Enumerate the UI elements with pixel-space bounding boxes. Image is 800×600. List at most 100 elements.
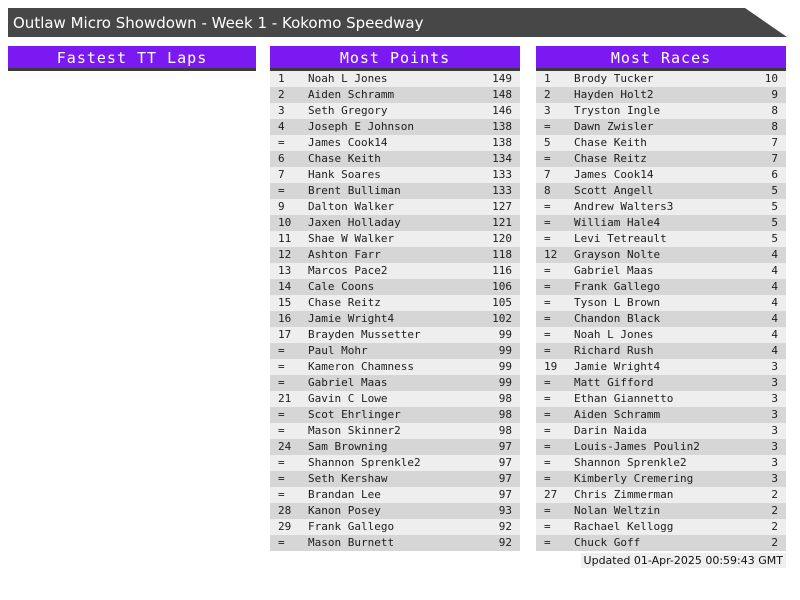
leaderboard-row: = James Cook14 138 <box>270 135 520 151</box>
leaderboard-row: = Andrew Walters3 5 <box>536 199 786 215</box>
driver-name-cell: Richard Rush <box>574 344 654 357</box>
value-cell: 2 <box>771 504 778 517</box>
driver-name-cell: Mason Skinner2 <box>308 424 401 437</box>
value-cell: 134 <box>492 152 512 165</box>
value-cell: 138 <box>492 136 512 149</box>
value-cell: 98 <box>498 408 512 421</box>
driver-name-cell: Scott Angell <box>574 184 654 197</box>
value-cell: 97 <box>498 472 512 485</box>
rank-cell: = <box>544 504 551 517</box>
leaderboard-row: 15 Chase Reitz 105 <box>270 295 520 311</box>
leaderboard-row: 7 James Cook14 6 <box>536 167 786 183</box>
rank-cell: = <box>544 440 551 453</box>
driver-name-cell: Chase Keith <box>574 136 647 149</box>
rank-cell: = <box>544 296 551 309</box>
rows-most-races: 1 Brody Tucker 10 2 Hayden Holt2 9 3 Tryston In… <box>536 71 786 551</box>
driver-name-cell: Ashton Farr <box>308 248 381 261</box>
driver-name-cell: Dalton Walker <box>308 200 395 213</box>
leaderboard-row: = Matt Gifford 3 <box>536 375 786 391</box>
driver-name-cell: Frank Gallego <box>574 280 661 293</box>
rank-cell: = <box>278 360 285 373</box>
leaderboard-row: 5 Chase Keith 7 <box>536 135 786 151</box>
rank-cell: = <box>544 472 551 485</box>
rank-cell: = <box>544 232 551 245</box>
rank-cell: 21 <box>278 392 292 405</box>
value-cell: 99 <box>498 376 512 389</box>
value-cell: 133 <box>492 168 512 181</box>
rank-cell: 9 <box>278 200 285 213</box>
value-cell: 2 <box>771 520 778 533</box>
rank-cell: = <box>544 200 551 213</box>
rank-cell: = <box>544 344 551 357</box>
rank-cell: 16 <box>278 312 292 325</box>
rank-cell: = <box>278 488 285 501</box>
value-cell: 10 <box>764 72 778 85</box>
driver-name-cell: Scot Ehrlinger <box>308 408 401 421</box>
driver-name-cell: William Hale4 <box>574 216 661 229</box>
leaderboard-row: = Tyson L Brown 4 <box>536 295 786 311</box>
leaderboard-row: 8 Scott Angell 5 <box>536 183 786 199</box>
leaderboard-row: = Mason Skinner2 98 <box>270 423 520 439</box>
section-header-most-points: Most Points <box>270 46 520 71</box>
page-title: Outlaw Micro Showdown - Week 1 - Kokomo … <box>13 13 424 32</box>
rank-cell: = <box>544 264 551 277</box>
value-cell: 99 <box>498 344 512 357</box>
leaderboard-row: 27 Chris Zimmerman 2 <box>536 487 786 503</box>
section-header-most-races: Most Races <box>536 46 786 71</box>
value-cell: 9 <box>771 88 778 101</box>
leaderboard-row: = Dawn Zwisler 8 <box>536 119 786 135</box>
driver-name-cell: Aiden Schramm <box>308 88 395 101</box>
driver-name-cell: Levi Tetreault <box>574 232 667 245</box>
driver-name-cell: Matt Gifford <box>574 376 654 389</box>
driver-name-cell: Jamie Wright4 <box>574 360 661 373</box>
value-cell: 97 <box>498 440 512 453</box>
rank-cell: 7 <box>278 168 285 181</box>
value-cell: 3 <box>771 408 778 421</box>
rank-cell: 7 <box>544 168 551 181</box>
value-cell: 6 <box>771 168 778 181</box>
rank-cell: = <box>278 376 285 389</box>
leaderboard-row: 17 Brayden Mussetter 99 <box>270 327 520 343</box>
driver-name-cell: Chuck Goff <box>574 536 641 549</box>
section-most-races: Most Races 1 Brody Tucker 10 2 Hayden Holt2 9… <box>536 46 786 551</box>
leaderboard-row: 13 Marcos Pace2 116 <box>270 263 520 279</box>
leaderboard-row: = Darin Naida 3 <box>536 423 786 439</box>
driver-name-cell: Paul Mohr <box>308 344 368 357</box>
leaderboard-row: = Brent Bulliman 133 <box>270 183 520 199</box>
value-cell: 2 <box>771 488 778 501</box>
rank-cell: 6 <box>278 152 285 165</box>
rank-cell: = <box>278 184 285 197</box>
value-cell: 3 <box>771 360 778 373</box>
leaderboard-row: 19 Jamie Wright4 3 <box>536 359 786 375</box>
leaderboard-row: = Gabriel Maas 4 <box>536 263 786 279</box>
driver-name-cell: Cale Coons <box>308 280 375 293</box>
driver-name-cell: James Cook14 <box>308 136 388 149</box>
section-fastest-tt-laps: Fastest TT Laps <box>8 46 256 551</box>
rank-cell: 5 <box>544 136 551 149</box>
rank-cell: = <box>544 456 551 469</box>
value-cell: 102 <box>492 312 512 325</box>
rank-cell: 10 <box>278 216 292 229</box>
driver-name-cell: Nolan Weltzin <box>574 504 661 517</box>
rank-cell: = <box>544 216 551 229</box>
leaderboard-row: = Brandan Lee 97 <box>270 487 520 503</box>
section-most-points: Most Points 1 Noah L Jones 149 2 Aiden Schra… <box>270 46 520 551</box>
driver-name-cell: Mason Burnett <box>308 536 395 549</box>
rank-cell: = <box>544 424 551 437</box>
leaderboard-row: 21 Gavin C Lowe 98 <box>270 391 520 407</box>
value-cell: 120 <box>492 232 512 245</box>
rank-cell: = <box>544 408 551 421</box>
driver-name-cell: Noah L Jones <box>308 72 388 85</box>
driver-name-cell: Jamie Wright4 <box>308 312 395 325</box>
driver-name-cell: Seth Kershaw <box>308 472 388 485</box>
rank-cell: = <box>544 376 551 389</box>
value-cell: 2 <box>771 536 778 549</box>
driver-name-cell: Hank Soares <box>308 168 381 181</box>
value-cell: 8 <box>771 104 778 117</box>
leaderboard-row: = Richard Rush 4 <box>536 343 786 359</box>
leaderboard-row: 2 Aiden Schramm 148 <box>270 87 520 103</box>
value-cell: 127 <box>492 200 512 213</box>
driver-name-cell: Kanon Posey <box>308 504 381 517</box>
leaderboard-row: 12 Grayson Nolte 4 <box>536 247 786 263</box>
value-cell: 133 <box>492 184 512 197</box>
